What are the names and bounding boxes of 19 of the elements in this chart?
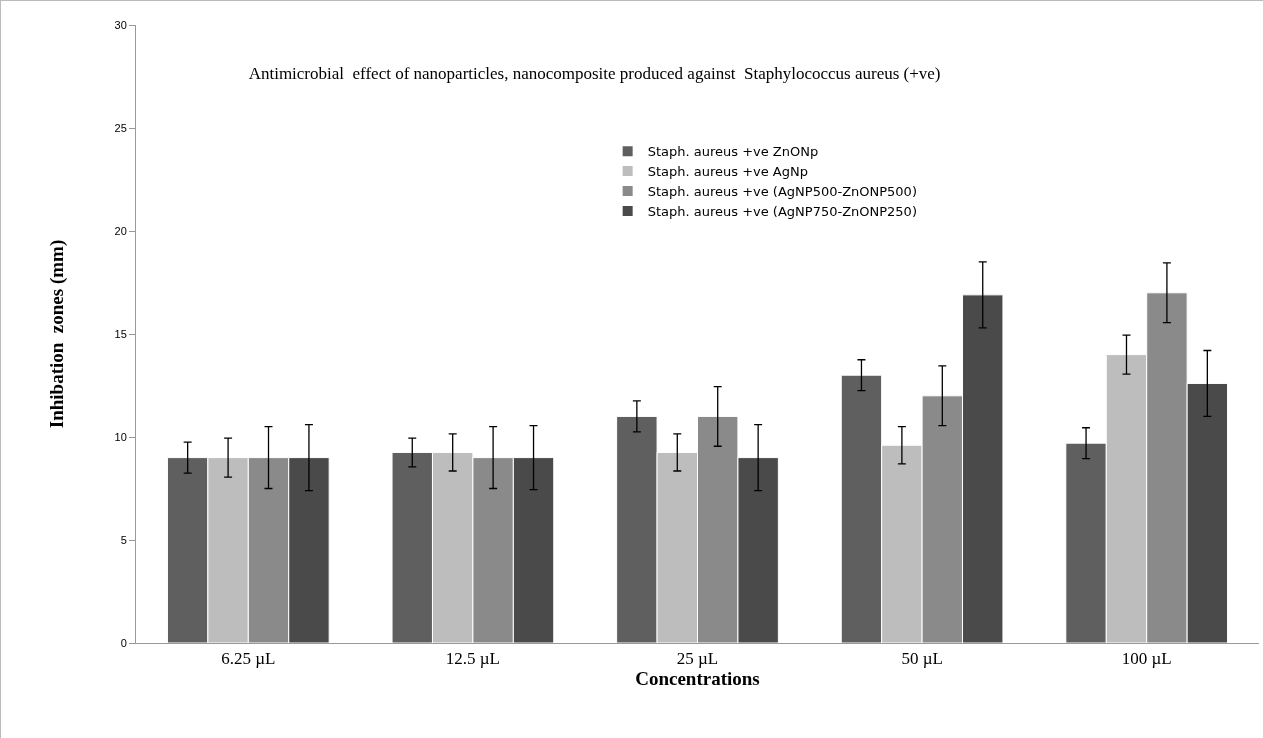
y-tick-label: 10 — [114, 430, 127, 443]
x-tick-label: 100 µL — [1121, 649, 1172, 669]
y-tick-label: 15 — [114, 327, 127, 340]
legend-label: Staph. aureus +ve AgNp — [647, 164, 808, 180]
y-tick-label: 25 — [114, 121, 127, 134]
y-tick-label: 20 — [114, 224, 127, 237]
legend-label: Staph. aureus +ve (AgNP500-ZnONP500) — [647, 184, 917, 200]
x-tick-label: 50 µL — [901, 649, 943, 669]
x-tick-label: 25 µL — [676, 649, 719, 669]
x-tick-label: 6.25 µL — [221, 649, 276, 669]
x-axis-title: Concentrations — [635, 668, 760, 690]
y-axis-title: Inhibation zones (mm) — [46, 239, 69, 429]
y-tick-label: 30 — [114, 18, 127, 31]
y-tick-label: 5 — [120, 533, 127, 546]
y-tick-label: 0 — [120, 636, 127, 649]
text: Antimicrobial effect of nanoparticles, nanocomposite produced against Staphylococcus aureus (+ve) — [248, 64, 941, 84]
legend-label: Staph. aureus +ve (AgNP750-ZnONP250) — [647, 203, 917, 219]
legend-label: Staph. aureus +ve ZnONp — [647, 144, 819, 160]
x-tick-label: 12.5 µL — [445, 649, 500, 669]
